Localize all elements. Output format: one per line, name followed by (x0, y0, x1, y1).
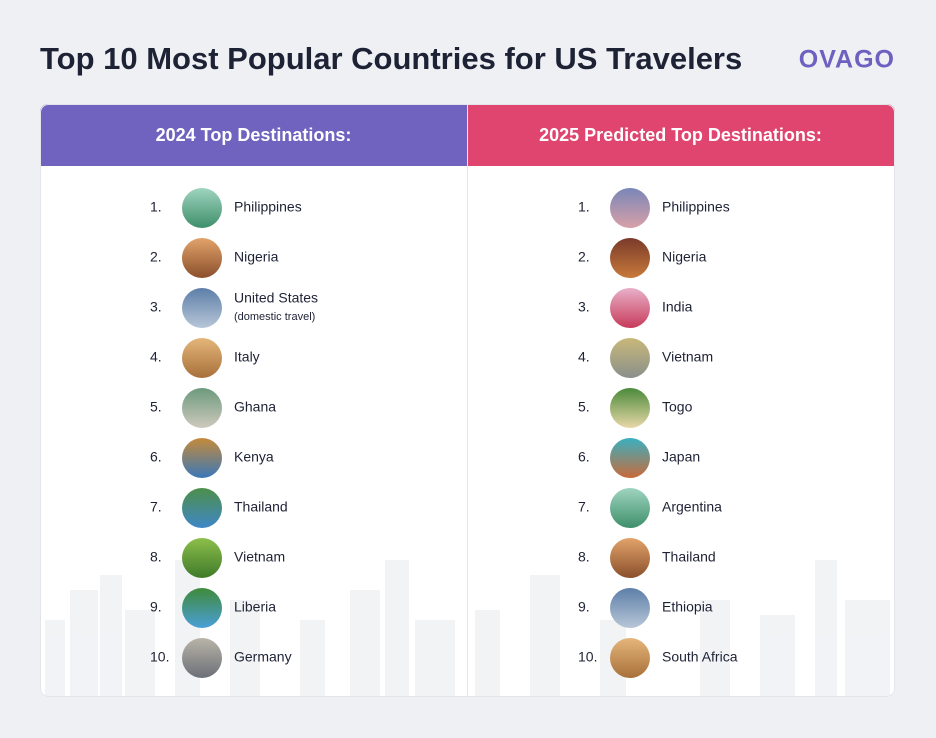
rank: 5. (578, 399, 590, 415)
destination-photo (182, 338, 222, 378)
country-name: Italy (234, 349, 260, 365)
rank: 6. (150, 449, 162, 465)
destination-photo (610, 288, 650, 328)
rank: 1. (578, 199, 590, 215)
destination-photo (610, 538, 650, 578)
destination-photo (182, 638, 222, 678)
destination-photo (182, 288, 222, 328)
country-name: Ghana (234, 399, 276, 415)
title: Top 10 Most Popular Countries for US Tra… (40, 41, 742, 76)
country-name: South Africa (662, 649, 738, 665)
rank: 8. (578, 549, 590, 565)
country-name: Thailand (234, 499, 288, 515)
logo: OVAGO (799, 46, 895, 74)
rank: 5. (150, 399, 162, 415)
destination-photo (610, 238, 650, 278)
country-name: United States (234, 290, 318, 306)
country-name: Togo (662, 399, 693, 415)
card-border (40, 104, 895, 697)
rank: 8. (150, 549, 162, 565)
rank: 1. (150, 199, 162, 215)
rank: 10. (150, 649, 169, 665)
rank: 4. (578, 349, 590, 365)
country-name: Germany (234, 649, 292, 665)
destination-photo (182, 188, 222, 228)
destination-photo (610, 488, 650, 528)
country-name: India (662, 299, 693, 315)
card (40, 104, 895, 697)
country-name: Japan (662, 449, 700, 465)
country-name: Kenya (234, 449, 274, 465)
country-name: Argentina (662, 499, 722, 515)
destination-photo (182, 588, 222, 628)
rank: 9. (578, 599, 590, 615)
destination-photo (182, 388, 222, 428)
content: 2024 Top Destinations: 1. Philippines 2. Nig… (150, 125, 822, 678)
destination-photo (610, 188, 650, 228)
country-name: Ethiopia (662, 599, 713, 615)
destination-photo (610, 338, 650, 378)
destination-photo (610, 438, 650, 478)
destination-photo (610, 388, 650, 428)
country-name: Thailand (662, 549, 716, 565)
destination-photo (182, 238, 222, 278)
column-heading: 2025 Predicted Top Destinations: (539, 125, 822, 145)
column-heading: 2024 Top Destinations: (156, 125, 352, 145)
rank: 4. (150, 349, 162, 365)
destination-photo (610, 588, 650, 628)
country-note: (domestic travel) (234, 311, 315, 323)
skyline (45, 560, 890, 697)
rank: 6. (578, 449, 590, 465)
destination-photo (182, 438, 222, 478)
destination-photo (610, 638, 650, 678)
country-name: Vietnam (234, 549, 285, 565)
rank: 7. (150, 499, 162, 515)
rank: 10. (578, 649, 597, 665)
country-name: Philippines (234, 199, 302, 215)
rank: 9. (150, 599, 162, 615)
country-name: Philippines (662, 199, 730, 215)
country-name: Vietnam (662, 349, 713, 365)
rank: 3. (150, 299, 162, 315)
rank: 7. (578, 499, 590, 515)
header-right (467, 104, 895, 166)
header-left (40, 104, 467, 166)
rank: 2. (578, 249, 590, 265)
rank: 3. (578, 299, 590, 315)
destination-photo (182, 488, 222, 528)
country-name: Liberia (234, 599, 276, 615)
country-name: Nigeria (662, 249, 707, 265)
country-name: Nigeria (234, 249, 279, 265)
rank: 2. (150, 249, 162, 265)
destination-photo (182, 538, 222, 578)
